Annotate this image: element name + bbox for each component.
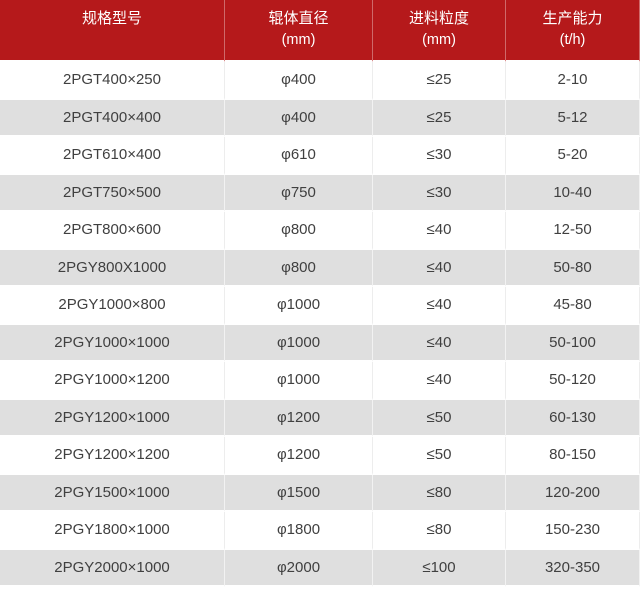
capacity-cell: 120-200 bbox=[506, 474, 640, 512]
spec-model-cell: 2PGT400×400 bbox=[0, 99, 225, 137]
column-label: 辊体直径 bbox=[268, 10, 329, 27]
table-row: 2PGT400×250 φ400 ≤25 2-10 bbox=[0, 62, 640, 100]
capacity-cell: 50-80 bbox=[506, 249, 640, 287]
feed-size-cell: ≤30 bbox=[373, 174, 506, 212]
feed-size-cell: ≤40 bbox=[373, 249, 506, 287]
roller-diameter-cell: φ1200 bbox=[225, 437, 373, 475]
column-header-spec-model: 规格型号 bbox=[0, 0, 225, 62]
roller-diameter-cell: φ2000 bbox=[225, 549, 373, 587]
roller-diameter-cell: φ1000 bbox=[225, 362, 373, 400]
roller-diameter-cell: φ400 bbox=[225, 62, 373, 100]
spec-model-cell: 2PGY1000×800 bbox=[0, 287, 225, 325]
capacity-cell: 5-12 bbox=[506, 99, 640, 137]
roller-diameter-cell: φ1800 bbox=[225, 512, 373, 550]
feed-size-cell: ≤50 bbox=[373, 399, 506, 437]
column-unit: (t/h) bbox=[559, 32, 586, 48]
roller-diameter-cell: φ800 bbox=[225, 249, 373, 287]
roller-diameter-cell: φ1000 bbox=[225, 287, 373, 325]
roller-diameter-cell: φ800 bbox=[225, 212, 373, 250]
table-row: 2PGY800X1000 φ800 ≤40 50-80 bbox=[0, 249, 640, 287]
capacity-cell: 12-50 bbox=[506, 212, 640, 250]
spec-model-cell: 2PGY800X1000 bbox=[0, 249, 225, 287]
capacity-cell: 80-150 bbox=[506, 437, 640, 475]
capacity-cell: 5-20 bbox=[506, 137, 640, 175]
table-row: 2PGY1000×1200 φ1000 ≤40 50-120 bbox=[0, 362, 640, 400]
column-label: 进料粒度 bbox=[408, 10, 469, 27]
table-row: 2PGY2000×1000 φ2000 ≤100 320-350 bbox=[0, 549, 640, 587]
table-row: 2PGY1200×1200 φ1200 ≤50 80-150 bbox=[0, 437, 640, 475]
spec-model-cell: 2PGY2000×1000 bbox=[0, 549, 225, 587]
capacity-cell: 50-100 bbox=[506, 324, 640, 362]
table-row: 2PGY1200×1000 φ1200 ≤50 60-130 bbox=[0, 399, 640, 437]
roller-diameter-cell: φ1200 bbox=[225, 399, 373, 437]
header-row: 规格型号 辊体直径 (mm) 进料粒度 (mm) 生产能力 (t/h) bbox=[0, 0, 640, 62]
capacity-cell: 45-80 bbox=[506, 287, 640, 325]
spec-model-cell: 2PGY1000×1000 bbox=[0, 324, 225, 362]
table-row: 2PGT400×400 φ400 ≤25 5-12 bbox=[0, 99, 640, 137]
table-header: 规格型号 辊体直径 (mm) 进料粒度 (mm) 生产能力 (t/h) bbox=[0, 0, 640, 62]
capacity-cell: 2-10 bbox=[506, 62, 640, 100]
table-row: 2PGY1500×1000 φ1500 ≤80 120-200 bbox=[0, 474, 640, 512]
feed-size-cell: ≤100 bbox=[373, 549, 506, 587]
roller-diameter-cell: φ1500 bbox=[225, 474, 373, 512]
table-body: 2PGT400×250 φ400 ≤25 2-10 2PGT400×400 φ4… bbox=[0, 62, 640, 587]
table-row: 2PGY1000×800 φ1000 ≤40 45-80 bbox=[0, 287, 640, 325]
feed-size-cell: ≤25 bbox=[373, 99, 506, 137]
table-row: 2PGY1800×1000 φ1800 ≤80 150-230 bbox=[0, 512, 640, 550]
column-unit: (mm) bbox=[422, 32, 456, 48]
spec-model-cell: 2PGY1000×1200 bbox=[0, 362, 225, 400]
roller-diameter-cell: φ610 bbox=[225, 137, 373, 175]
column-label: 生产能力 bbox=[542, 10, 603, 27]
feed-size-cell: ≤50 bbox=[373, 437, 506, 475]
feed-size-cell: ≤40 bbox=[373, 287, 506, 325]
spec-model-cell: 2PGT750×500 bbox=[0, 174, 225, 212]
feed-size-cell: ≤25 bbox=[373, 62, 506, 100]
table-row: 2PGY1000×1000 φ1000 ≤40 50-100 bbox=[0, 324, 640, 362]
capacity-cell: 10-40 bbox=[506, 174, 640, 212]
spec-model-cell: 2PGY1500×1000 bbox=[0, 474, 225, 512]
feed-size-cell: ≤80 bbox=[373, 512, 506, 550]
capacity-cell: 50-120 bbox=[506, 362, 640, 400]
table-row: 2PGT750×500 φ750 ≤30 10-40 bbox=[0, 174, 640, 212]
column-header-capacity: 生产能力 (t/h) bbox=[506, 0, 640, 62]
roller-diameter-cell: φ750 bbox=[225, 174, 373, 212]
spec-model-cell: 2PGY1200×1000 bbox=[0, 399, 225, 437]
spec-model-cell: 2PGT800×600 bbox=[0, 212, 225, 250]
capacity-cell: 320-350 bbox=[506, 549, 640, 587]
feed-size-cell: ≤30 bbox=[373, 137, 506, 175]
spec-model-cell: 2PGY1200×1200 bbox=[0, 437, 225, 475]
feed-size-cell: ≤40 bbox=[373, 362, 506, 400]
capacity-cell: 60-130 bbox=[506, 399, 640, 437]
column-label: 规格型号 bbox=[81, 10, 142, 27]
feed-size-cell: ≤40 bbox=[373, 212, 506, 250]
feed-size-cell: ≤80 bbox=[373, 474, 506, 512]
column-unit: (mm) bbox=[281, 32, 316, 48]
spec-model-cell: 2PGT400×250 bbox=[0, 62, 225, 100]
column-header-feed-size: 进料粒度 (mm) bbox=[373, 0, 506, 62]
spec-model-cell: 2PGT610×400 bbox=[0, 137, 225, 175]
roller-diameter-cell: φ1000 bbox=[225, 324, 373, 362]
column-header-roller-diameter: 辊体直径 (mm) bbox=[225, 0, 373, 62]
table-row: 2PGT800×600 φ800 ≤40 12-50 bbox=[0, 212, 640, 250]
roller-diameter-cell: φ400 bbox=[225, 99, 373, 137]
feed-size-cell: ≤40 bbox=[373, 324, 506, 362]
spec-model-cell: 2PGY1800×1000 bbox=[0, 512, 225, 550]
capacity-cell: 150-230 bbox=[506, 512, 640, 550]
table-row: 2PGT610×400 φ610 ≤30 5-20 bbox=[0, 137, 640, 175]
